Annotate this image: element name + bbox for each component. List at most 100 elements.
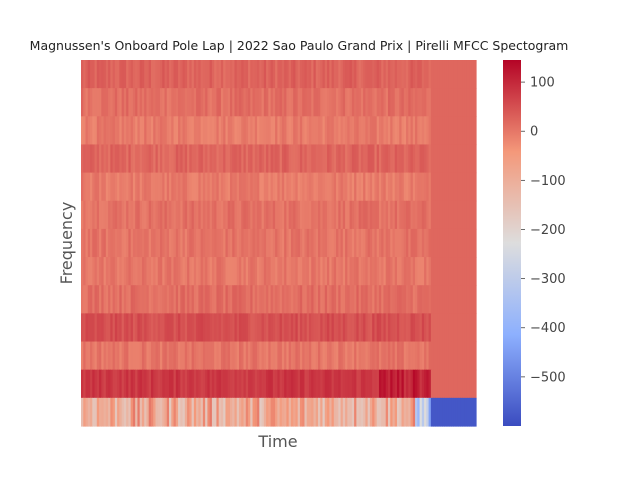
heatmap-cell <box>259 369 263 399</box>
heatmap-cell <box>286 144 290 174</box>
heatmap-cell <box>207 369 211 399</box>
heatmap-cell <box>394 60 398 89</box>
heatmap-cell <box>372 60 376 89</box>
heatmap-cell <box>205 88 208 117</box>
heatmap-cell <box>275 228 278 258</box>
heatmap-cell <box>299 285 303 314</box>
heatmap-cell <box>421 313 425 343</box>
heatmap-cell <box>315 172 319 202</box>
heatmap-cell <box>419 397 423 427</box>
heatmap-cell <box>466 313 470 343</box>
heatmap-cell <box>157 116 161 146</box>
heatmap-cell <box>200 257 204 286</box>
heatmap-cell <box>218 369 222 399</box>
heatmap-cell <box>202 285 206 314</box>
heatmap-cell <box>83 257 87 286</box>
heatmap-cell <box>331 257 335 286</box>
heatmap-cell <box>336 228 339 258</box>
heatmap-cell <box>437 144 441 174</box>
heatmap-cell <box>92 60 96 89</box>
heatmap-cell <box>112 116 116 146</box>
heatmap-cell <box>295 116 299 146</box>
heatmap-cell <box>245 144 249 174</box>
heatmap-cell <box>365 285 369 314</box>
heatmap-cell <box>128 313 132 343</box>
heatmap-cell <box>279 60 283 89</box>
heatmap-cell <box>196 257 199 286</box>
heatmap-cell <box>229 60 233 89</box>
heatmap-cell <box>284 172 287 202</box>
heatmap-cell <box>360 88 364 117</box>
heatmap-cell <box>421 285 425 314</box>
heatmap-cell <box>374 200 378 230</box>
heatmap-cell <box>342 369 346 399</box>
heatmap-cell <box>342 60 346 89</box>
heatmap-cell <box>356 116 360 146</box>
heatmap-cell <box>415 257 418 286</box>
heatmap-cell <box>119 172 123 202</box>
heatmap-cell <box>390 116 394 146</box>
heatmap-cell <box>182 228 186 258</box>
heatmap-cell <box>437 313 441 343</box>
heatmap-cell <box>248 397 251 427</box>
heatmap-cell <box>390 369 394 399</box>
heatmap-cell <box>112 88 116 117</box>
heatmap-cell <box>315 60 319 89</box>
heatmap-cell <box>105 397 109 427</box>
heatmap-cell <box>336 257 339 286</box>
heatmap-cell <box>336 397 339 427</box>
heatmap-cell <box>275 88 278 117</box>
heatmap-cell <box>462 341 466 371</box>
heatmap-cell <box>169 257 172 286</box>
heatmap-cell <box>444 60 448 89</box>
heatmap-cell <box>374 88 378 117</box>
heatmap-cell <box>187 285 190 314</box>
heatmap-cell <box>469 88 473 117</box>
heatmap-cell <box>387 116 391 146</box>
heatmap-cell <box>153 285 157 314</box>
heatmap-cell <box>245 88 249 117</box>
heatmap-cell <box>374 172 378 202</box>
heatmap-cell <box>401 369 405 399</box>
heatmap-cell <box>401 285 405 314</box>
heatmap-cell <box>331 88 335 117</box>
heatmap-cell <box>211 257 215 286</box>
heatmap-cell <box>157 88 161 117</box>
heatmap-cell <box>327 369 330 399</box>
heatmap-cell <box>207 116 211 146</box>
heatmap-cell <box>351 313 355 343</box>
heatmap-cell <box>103 200 107 230</box>
heatmap-cell <box>193 228 197 258</box>
heatmap-cell <box>105 257 109 286</box>
heatmap-cell <box>135 144 139 174</box>
heatmap-cell <box>261 285 265 314</box>
heatmap-cell <box>424 285 427 314</box>
heatmap-cell <box>464 200 468 230</box>
heatmap-cell <box>220 60 224 89</box>
heatmap-cell <box>141 341 145 371</box>
heatmap-cell <box>252 228 256 258</box>
heatmap-cell <box>96 285 100 314</box>
heatmap-cell <box>132 172 136 202</box>
heatmap-cell <box>164 397 168 427</box>
heatmap-cell <box>324 397 328 427</box>
heatmap-cell <box>469 285 473 314</box>
heatmap-cell <box>182 60 186 89</box>
heatmap-cell <box>193 144 197 174</box>
heatmap-cell <box>444 172 448 202</box>
heatmap-cell <box>105 172 109 202</box>
heatmap-cell <box>202 116 206 146</box>
heatmap-cell <box>469 116 473 146</box>
heatmap-cell <box>318 60 321 89</box>
heatmap-cell <box>360 200 364 230</box>
heatmap-cell <box>426 369 430 399</box>
heatmap-cell <box>358 116 362 146</box>
heatmap-cell <box>403 313 407 343</box>
heatmap-cell <box>275 313 278 343</box>
heatmap-cell <box>469 60 473 89</box>
heatmap-cell <box>295 200 299 230</box>
heatmap-cell <box>448 369 452 399</box>
heatmap-cell <box>360 60 364 89</box>
heatmap-cell <box>191 228 195 258</box>
heatmap-cell <box>304 144 308 174</box>
